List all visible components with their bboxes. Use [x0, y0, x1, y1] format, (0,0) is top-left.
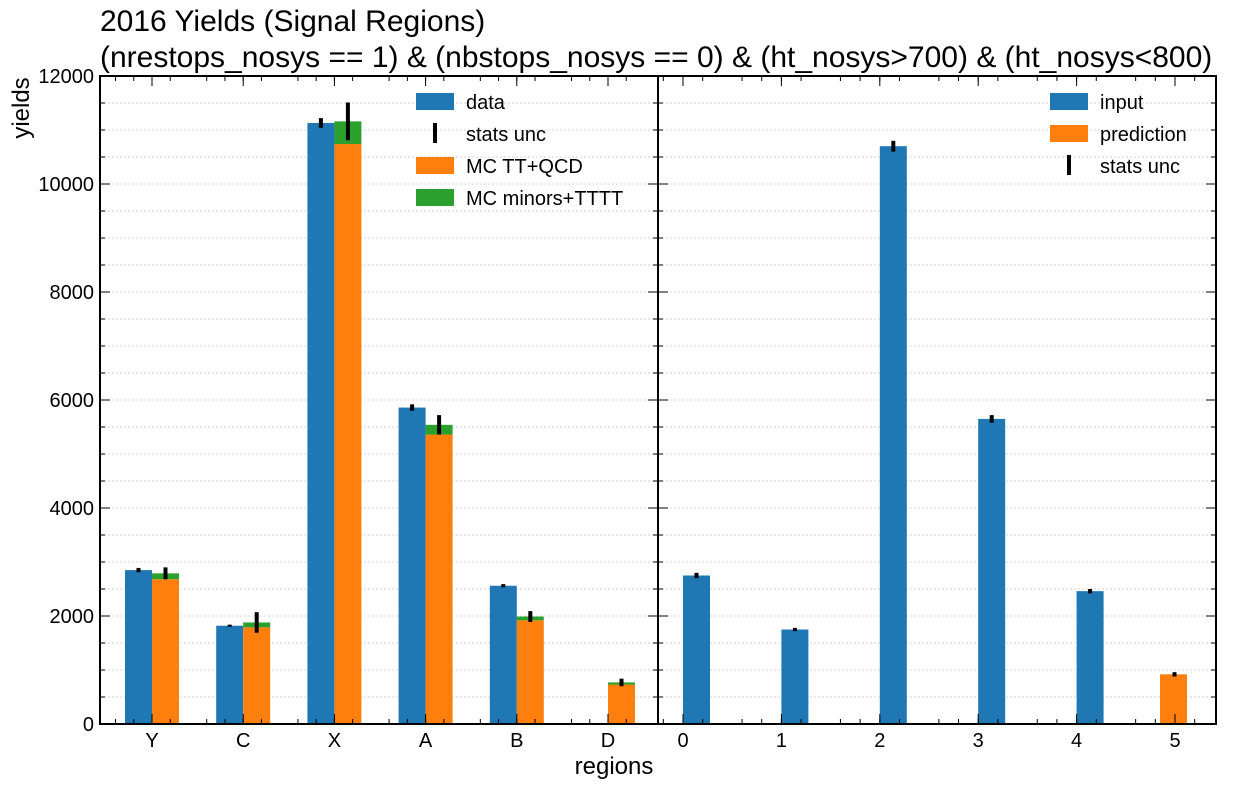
- legend-swatch-data: [416, 93, 454, 110]
- y-tick-label: 2000: [50, 606, 95, 628]
- bar-data-C: [216, 625, 244, 724]
- bar-mc-ttqcd-B: [516, 620, 544, 724]
- x-tick-label: X: [328, 730, 341, 752]
- bar-mc-ttqcd-X: [334, 144, 362, 725]
- y-tick-label: 0: [83, 714, 94, 736]
- y-tick-label: 6000: [50, 390, 95, 412]
- x-tick-label: C: [236, 730, 250, 752]
- x-tick-label: 5: [1169, 730, 1180, 752]
- x-axis-label: regions: [575, 753, 654, 780]
- x-tick-label: B: [510, 730, 523, 752]
- x-tick-label: A: [419, 730, 433, 752]
- x-tick-label: 3: [973, 730, 984, 752]
- legend-label-stats-unc-right: stats unc: [1100, 156, 1180, 178]
- bar-data-X: [307, 122, 335, 725]
- right-legend: input prediction stats unc: [1050, 92, 1187, 178]
- bar-input-0: [683, 575, 710, 724]
- legend-label-stats-unc: stats unc: [466, 124, 546, 146]
- y-axis-label: yields: [8, 77, 35, 138]
- right-panel-frame: [657, 75, 1217, 725]
- chart-subtitle: (nrestops_nosys == 1) & (nbstops_nosys =…: [100, 41, 1212, 74]
- y-tick-label: 10000: [38, 174, 94, 196]
- right-panel-error-bars: [694, 140, 1177, 677]
- y-tick-label: 4000: [50, 498, 95, 520]
- x-tick-label: 1: [776, 730, 787, 752]
- legend-swatch-prediction: [1050, 125, 1088, 142]
- x-tick-label: Y: [145, 730, 158, 752]
- chart-title: 2016 Yields (Signal Regions): [100, 5, 485, 38]
- left-panel-error-bars: [136, 102, 624, 687]
- left-panel-bars: [125, 121, 635, 725]
- bar-input-4: [1076, 591, 1104, 724]
- bar-data-A: [398, 407, 426, 724]
- bar-input-3: [978, 418, 1006, 724]
- legend-label-data: data: [466, 92, 506, 114]
- legend-swatch-mc-ttqcd: [416, 157, 454, 174]
- bar-mc-ttqcd-Y: [152, 579, 179, 724]
- x-tick-label: D: [601, 730, 615, 752]
- legend-label-mc-minors: MC minors+TTTT: [466, 188, 623, 210]
- x-tick-label: 0: [677, 730, 688, 752]
- x-tick-label: 4: [1071, 730, 1082, 752]
- bar-mc-ttqcd-D: [608, 684, 635, 724]
- legend-label-mc-ttqcd: MC TT+QCD: [466, 156, 583, 178]
- y-tick-labels: 0 2000 4000 6000 8000 10000 12000: [38, 66, 94, 736]
- bar-mc-ttqcd-C: [243, 627, 271, 724]
- bar-data-B: [489, 585, 517, 724]
- left-panel-grid: [100, 75, 658, 698]
- y-tick-label: 8000: [50, 282, 95, 304]
- bar-input-2: [879, 146, 907, 724]
- x-tick-label: 2: [874, 730, 885, 752]
- legend-swatch-mc-minors: [416, 189, 454, 206]
- bar-mc-ttqcd-A: [425, 434, 453, 724]
- right-panel-grid: [658, 75, 1216, 698]
- legend-swatch-input: [1050, 93, 1088, 110]
- right-x-tick-labels: 0 1 2 3 4 5: [677, 730, 1180, 752]
- bar-prediction-5: [1160, 674, 1187, 724]
- legend-label-prediction: prediction: [1100, 124, 1187, 146]
- bar-data-Y: [125, 570, 152, 724]
- left-legend: data stats unc MC TT+QCD MC minors+TTTT: [416, 92, 623, 210]
- right-panel-bars: [683, 146, 1187, 724]
- y-tick-label: 12000: [38, 66, 94, 88]
- bar-input-1: [781, 629, 809, 724]
- legend-label-input: input: [1100, 92, 1144, 114]
